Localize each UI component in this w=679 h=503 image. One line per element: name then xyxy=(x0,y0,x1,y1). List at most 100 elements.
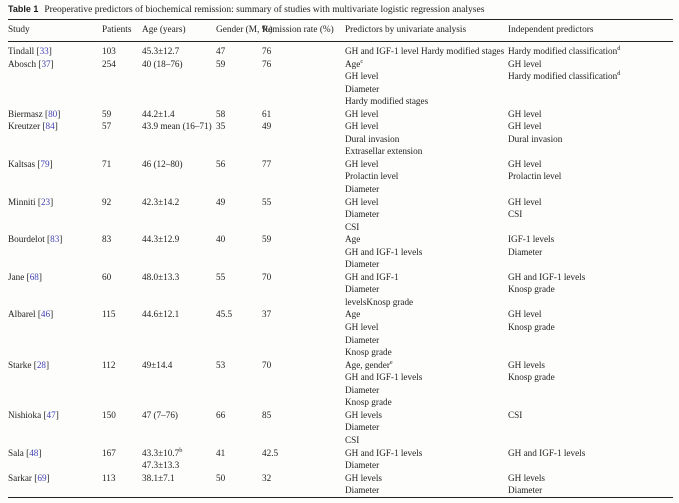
cell-line: 38.1±7.1 xyxy=(142,472,175,483)
footnote-marker: d xyxy=(617,70,621,78)
cell-line: 254 xyxy=(102,58,116,69)
cell-line: 49 xyxy=(216,196,226,207)
cell-line: Diameter xyxy=(345,422,380,433)
citation-link[interactable]: 48 xyxy=(29,447,39,458)
univariate-predictors-cell: GH level Dural invasion Extrasellar extens… xyxy=(345,120,508,158)
cell-line: 40 (18–76) xyxy=(142,58,183,69)
cell-line: Knosp grade xyxy=(508,322,555,333)
univariate-predictors-cell: GH and IGF-1 Diameter levelsKnosp grade xyxy=(345,271,508,309)
cell-line: 49 xyxy=(262,121,272,132)
cell-line: Diameter xyxy=(345,284,380,295)
citation-link[interactable]: 83 xyxy=(50,234,60,245)
cell-line: Diameter xyxy=(345,259,380,270)
cell-line: 44.3±12.9 xyxy=(142,234,180,245)
citation-link[interactable]: 69 xyxy=(37,472,47,483)
cell-line: 44.6±12.1 xyxy=(142,309,180,320)
cell-line: 55 xyxy=(262,196,272,207)
cell-line: Diameter xyxy=(345,334,380,345)
cell-line: 35 xyxy=(216,121,226,132)
age-cell: 45.3±12.7 xyxy=(142,45,216,58)
gender-cell: 56 xyxy=(216,158,262,196)
study-cell: Abosch [37] xyxy=(8,58,102,108)
remission-rate-cell: 85 xyxy=(262,409,345,447)
cell-line: Hardy modified classificationd xyxy=(508,70,621,82)
cell-line: 83 xyxy=(102,234,112,245)
cell-line: levelsKnosp grade xyxy=(345,296,414,307)
cell-line: Prolactin level xyxy=(345,171,399,182)
cell-line: 76 xyxy=(262,58,272,69)
cell-line: GH level xyxy=(508,121,542,132)
table-row: Starke [28] 112 49±14.4 53 70 Age, gendere GH … xyxy=(8,359,673,409)
cell-line: GH level xyxy=(345,71,379,82)
citation-link[interactable]: 68 xyxy=(29,271,39,282)
cell-line: 58 xyxy=(216,108,226,119)
cell-line: Diameter xyxy=(345,485,380,496)
study-cell: Jane [68] xyxy=(8,271,102,309)
cell-line: 47.3±13.3 xyxy=(142,460,180,471)
gender-cell: 55 xyxy=(216,271,262,309)
table-row: Kaltsas [79] 71 46 (12–80) 56 77 GH level Prol… xyxy=(8,158,673,196)
citation-link[interactable]: 47 xyxy=(46,409,56,420)
gender-cell: 58 xyxy=(216,108,262,121)
independent-predictors-cell: CSI xyxy=(508,409,673,447)
remission-rate-cell: 70 xyxy=(262,271,345,309)
cell-line: 167 xyxy=(102,447,116,458)
cell-line: 85 xyxy=(262,409,272,420)
cell-line: 32 xyxy=(262,472,272,483)
cell-line: 45.3±12.7 xyxy=(142,46,180,56)
cell-line: GH and IGF-1 level Hardy modified stages xyxy=(345,46,505,56)
cell-line: GH level xyxy=(345,121,379,132)
cell-line: 43.3±10.7b xyxy=(142,446,183,458)
citation-link[interactable]: 33 xyxy=(39,46,49,56)
patients-cell: 254 xyxy=(102,58,142,108)
citation-link[interactable]: 37 xyxy=(41,58,51,69)
column-header-gender: Gender (M, %) xyxy=(216,25,273,35)
age-cell: 44.2±1.4 xyxy=(142,108,216,121)
patients-cell: 150 xyxy=(102,409,142,447)
study-name: Sala [48] xyxy=(8,447,42,458)
citation-link[interactable]: 23 xyxy=(40,196,51,207)
cell-line: 57 xyxy=(102,121,112,132)
citation-link[interactable]: 80 xyxy=(48,108,58,119)
citation-link[interactable]: 79 xyxy=(40,158,50,169)
table-bottom-rule xyxy=(8,496,673,498)
cell-line: Diameter xyxy=(345,209,380,220)
footnote-marker: c xyxy=(360,57,364,65)
table-top-rule xyxy=(8,19,673,20)
cell-line: GH and IGF-1 xyxy=(345,271,399,282)
cell-line: Diameter xyxy=(345,83,380,94)
table-row: Bourdelot [83] 83 44.3±12.9 40 59 Age GH and I… xyxy=(8,233,673,271)
study-cell: Minniti [23] xyxy=(8,196,102,234)
patients-cell: 115 xyxy=(102,308,142,358)
cell-line: Dural invasion xyxy=(345,133,400,144)
study-name: Minniti [23] xyxy=(8,196,54,207)
study-name: Albarel [46] xyxy=(8,309,54,320)
study-name: Starke [28] xyxy=(8,359,50,370)
study-name: Kreutzer [84] xyxy=(8,121,58,132)
study-cell: Nishioka [47] xyxy=(8,409,102,447)
independent-predictors-cell: GH level Hardy modified classificationd xyxy=(508,58,673,108)
cell-line: 42.3±14.2 xyxy=(142,196,180,207)
citation-link[interactable]: 46 xyxy=(40,309,51,320)
study-cell: Kaltsas [79] xyxy=(8,158,102,196)
cell-line: Diameter xyxy=(345,184,380,195)
table-row: Sala [48] 167 43.3±10.7b 47.3±13.3 41 42.5 GH … xyxy=(8,447,673,472)
gender-cell: 59 xyxy=(216,58,262,108)
cell-line: Agec xyxy=(345,57,364,69)
table-row: Tindall [33] 103 45.3±12.7 47 76 GH and IGF-1… xyxy=(8,45,673,58)
cell-line: 56 xyxy=(216,158,226,169)
cell-line: Extrasellar extension xyxy=(345,146,423,157)
age-cell: 40 (18–76) xyxy=(142,58,216,108)
remission-rate-cell: 42.5 xyxy=(262,447,345,472)
independent-predictors-cell: GH levels Diameter xyxy=(508,472,673,497)
patients-cell: 112 xyxy=(102,359,142,409)
citation-link[interactable]: 28 xyxy=(36,359,47,370)
cell-line: 37 xyxy=(262,309,272,320)
remission-rate-cell: 49 xyxy=(262,120,345,158)
citation-link[interactable]: 84 xyxy=(45,121,55,132)
remission-rate-cell: 32 xyxy=(262,472,345,497)
cell-line: 150 xyxy=(102,409,116,420)
univariate-predictors-cell: GH levels Diameter CSI xyxy=(345,409,508,447)
cell-line: 66 xyxy=(216,409,226,420)
cell-line: GH level xyxy=(345,196,379,207)
